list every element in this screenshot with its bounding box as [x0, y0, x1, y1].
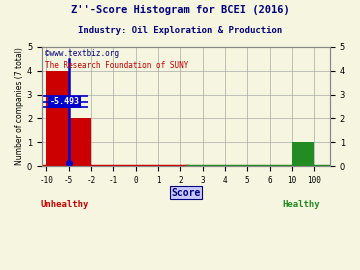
Text: ©www.textbiz.org: ©www.textbiz.org: [45, 49, 119, 58]
Text: Z''-Score Histogram for BCEI (2016): Z''-Score Histogram for BCEI (2016): [71, 5, 289, 15]
Text: Unhealthy: Unhealthy: [41, 200, 89, 209]
Text: Healthy: Healthy: [282, 200, 320, 209]
Y-axis label: Number of companies (7 total): Number of companies (7 total): [15, 48, 24, 166]
Text: Score: Score: [171, 188, 201, 198]
Text: The Research Foundation of SUNY: The Research Foundation of SUNY: [45, 61, 188, 70]
Text: Industry: Oil Exploration & Production: Industry: Oil Exploration & Production: [78, 26, 282, 35]
Bar: [46, 71, 69, 166]
Bar: [69, 119, 91, 166]
Bar: [292, 142, 314, 166]
Text: -5.493: -5.493: [50, 97, 80, 106]
